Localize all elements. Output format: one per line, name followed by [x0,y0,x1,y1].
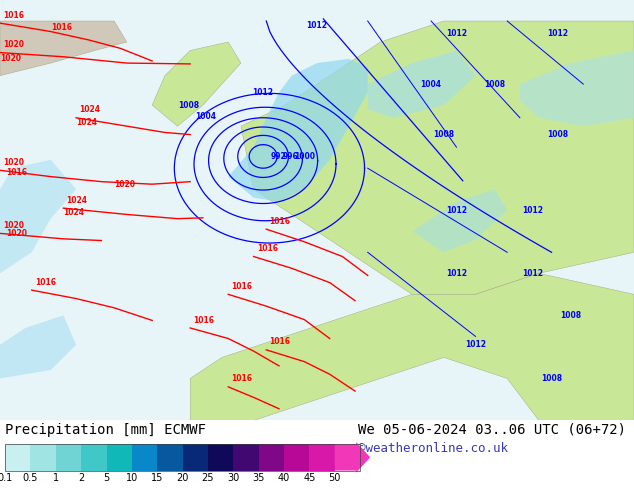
Text: 1020: 1020 [3,158,24,167]
Polygon shape [228,59,368,202]
Text: 1016: 1016 [3,11,24,20]
Text: 1012: 1012 [465,341,486,349]
Polygon shape [0,21,127,75]
Polygon shape [190,273,634,420]
Text: 1012: 1012 [306,21,328,30]
Polygon shape [0,160,76,273]
Text: 1012: 1012 [446,29,467,38]
Bar [157,444,183,470]
Polygon shape [0,316,76,378]
Bar [284,444,309,470]
Text: 5: 5 [103,473,110,483]
Text: 1008: 1008 [433,130,455,139]
Text: 15: 15 [151,473,164,483]
Text: 1020: 1020 [3,40,24,49]
Text: 1016: 1016 [269,338,290,346]
Text: 1008: 1008 [484,79,505,89]
Text: 1012: 1012 [252,88,274,97]
Bar [5,444,30,470]
Bar [56,444,81,470]
Text: 1016: 1016 [231,374,252,384]
Text: 35: 35 [252,473,265,483]
Text: 1008: 1008 [178,101,200,110]
Text: 10: 10 [126,473,138,483]
Polygon shape [368,50,476,118]
Polygon shape [152,42,241,126]
Text: We 05-06-2024 03..06 UTC (06+72): We 05-06-2024 03..06 UTC (06+72) [358,422,626,437]
Text: 1024: 1024 [63,208,84,217]
Text: 1020: 1020 [114,180,135,189]
Text: 1020: 1020 [0,53,21,63]
Text: 1020: 1020 [6,229,27,238]
Bar [183,444,208,470]
Text: 1016: 1016 [35,278,56,287]
Text: 1020: 1020 [3,221,24,230]
Text: 1004: 1004 [420,79,442,89]
Text: 50: 50 [328,473,341,483]
Text: 992: 992 [271,152,287,161]
Polygon shape [520,50,634,126]
Text: 0.1: 0.1 [0,473,13,483]
Text: 0.5: 0.5 [23,473,38,483]
Text: 20: 20 [176,473,189,483]
Text: 1012: 1012 [446,269,467,278]
Text: Precipitation [mm] ECMWF: Precipitation [mm] ECMWF [5,422,206,437]
Text: 1008: 1008 [547,130,569,139]
Polygon shape [241,21,634,294]
Text: 1024: 1024 [79,105,100,114]
Text: 1016: 1016 [6,168,27,177]
Text: 1024: 1024 [67,196,87,205]
Text: 996: 996 [283,152,298,161]
Bar [309,444,335,470]
Text: 1004: 1004 [195,112,217,121]
Text: 40: 40 [278,473,290,483]
Text: 1012: 1012 [547,29,569,38]
Bar [107,444,132,470]
Text: 1012: 1012 [522,269,543,278]
Text: 1: 1 [53,473,59,483]
Text: 25: 25 [202,473,214,483]
Text: 45: 45 [303,473,316,483]
Text: 1016: 1016 [51,23,72,32]
Bar [132,444,157,470]
Bar [259,444,284,470]
Text: 30: 30 [227,473,240,483]
Polygon shape [412,189,507,252]
Text: 1008: 1008 [541,374,562,383]
Text: ©weatheronline.co.uk: ©weatheronline.co.uk [358,442,508,455]
Bar [233,444,259,470]
Text: 1016: 1016 [231,282,252,291]
Text: 1016: 1016 [269,217,290,226]
Bar [30,444,56,470]
Bar [5,444,360,470]
FancyArrow shape [335,442,370,472]
Text: 1016: 1016 [193,316,214,324]
Text: 1016: 1016 [257,244,278,253]
Bar [208,444,233,470]
Text: 1024: 1024 [76,118,97,127]
Text: 1000: 1000 [294,152,316,161]
Text: 1012: 1012 [522,206,543,215]
Text: 1012: 1012 [446,206,467,215]
Text: 2: 2 [78,473,84,483]
Bar [81,444,107,470]
Text: 1008: 1008 [560,311,581,320]
